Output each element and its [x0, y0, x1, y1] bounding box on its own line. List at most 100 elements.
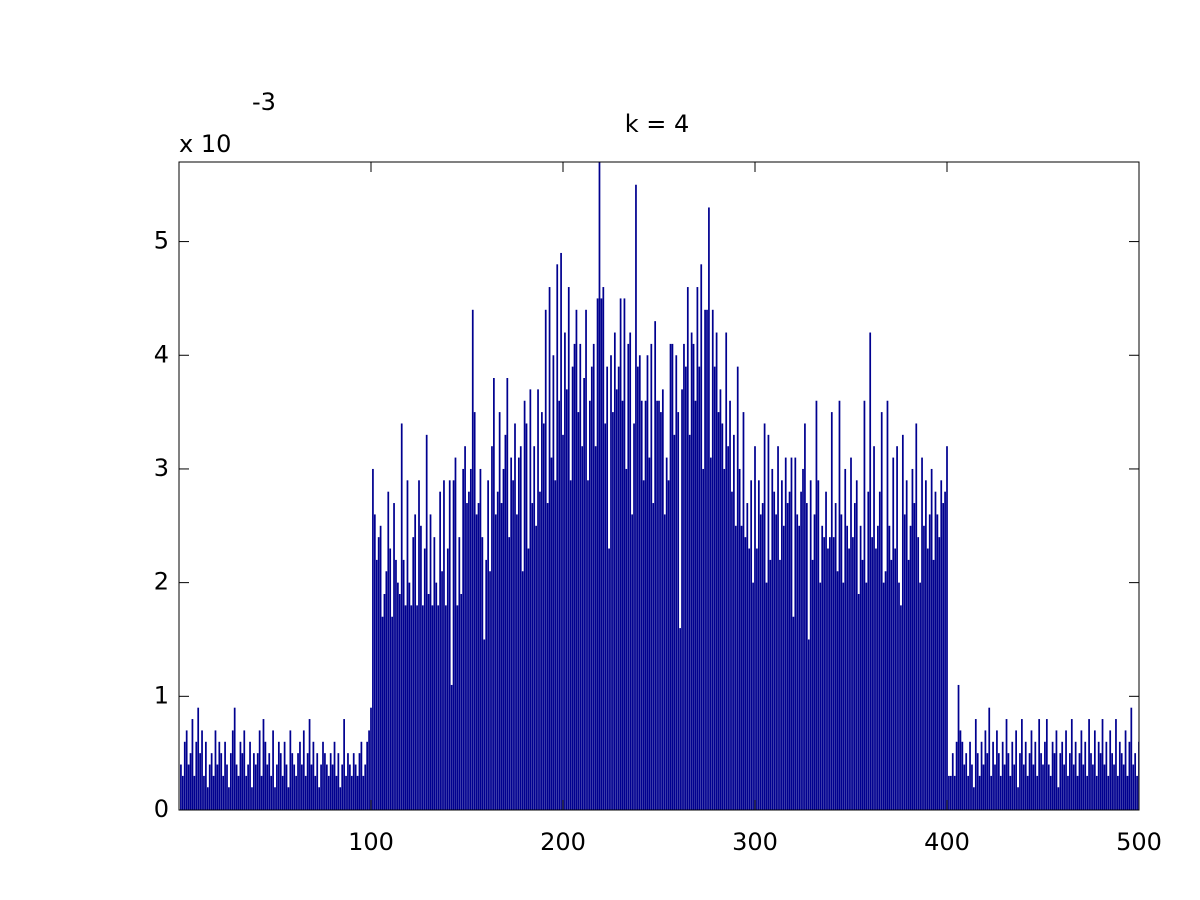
bar [594, 446, 597, 810]
bar [253, 753, 255, 810]
bar [350, 775, 353, 810]
bar [1011, 741, 1014, 810]
bar [1028, 753, 1031, 810]
bar [496, 491, 499, 810]
bar [723, 468, 726, 810]
bar [1030, 730, 1033, 810]
bar [1097, 741, 1100, 810]
bar [1040, 753, 1042, 810]
bar [894, 548, 897, 810]
bar [830, 412, 833, 810]
bar [777, 446, 779, 810]
bar [890, 559, 893, 810]
bar [706, 309, 708, 810]
bar [1105, 741, 1108, 810]
bar [700, 264, 703, 810]
bar [615, 389, 618, 810]
bar [575, 309, 578, 810]
bar [823, 537, 825, 810]
bar [842, 582, 845, 810]
bar [1044, 741, 1046, 810]
bar [717, 412, 720, 810]
bar [569, 480, 572, 810]
bar [429, 514, 432, 810]
bar [325, 764, 328, 810]
bar [988, 707, 991, 810]
bar [181, 775, 184, 810]
bar [709, 457, 712, 810]
bar [201, 730, 203, 810]
bar [531, 503, 534, 810]
x-tick-label: 300 [732, 828, 778, 856]
bar [1103, 764, 1106, 810]
bar [1069, 753, 1071, 810]
bar [984, 730, 987, 810]
bar [623, 298, 626, 810]
bar [997, 753, 1000, 810]
bar [840, 514, 843, 810]
bar [736, 366, 739, 810]
bar [377, 537, 380, 810]
bar [203, 775, 205, 810]
bar [375, 559, 378, 810]
bar [1099, 753, 1102, 810]
bar [1120, 753, 1123, 810]
bar [425, 434, 428, 810]
bar [727, 446, 729, 810]
bar [852, 537, 854, 810]
bar [577, 412, 580, 810]
bar [1034, 741, 1037, 810]
bar [274, 787, 276, 810]
bar [600, 298, 603, 810]
bar [1013, 764, 1016, 810]
bar [980, 741, 983, 810]
bar [283, 741, 286, 810]
bar [222, 775, 225, 810]
bar [372, 468, 374, 810]
bar [264, 741, 267, 810]
bar [715, 332, 718, 810]
bar [301, 764, 303, 810]
bar [571, 366, 574, 810]
bar [567, 287, 570, 810]
bar [965, 753, 968, 810]
bar [1109, 730, 1112, 810]
bar [343, 719, 345, 810]
bar [1074, 741, 1077, 810]
bar [767, 434, 770, 810]
bar [233, 707, 236, 810]
bar [1113, 764, 1115, 810]
bar [919, 582, 921, 810]
bar [1076, 775, 1079, 810]
bar [679, 628, 681, 810]
bar [212, 775, 215, 810]
bar [224, 741, 226, 810]
bar [871, 537, 873, 810]
bar [546, 503, 549, 810]
bar [863, 400, 866, 810]
bar [537, 389, 539, 810]
bar [448, 480, 451, 810]
bar [185, 730, 188, 810]
bar [1080, 730, 1083, 810]
bar [969, 741, 971, 810]
bar [552, 355, 555, 810]
bar [769, 559, 772, 810]
bar [270, 775, 273, 810]
bar [189, 753, 192, 810]
bar [289, 730, 292, 810]
bar [809, 480, 812, 810]
bar [660, 412, 662, 810]
bar [1078, 753, 1081, 810]
bar [731, 491, 733, 810]
bar [612, 412, 614, 810]
bar [708, 207, 710, 810]
bar [458, 537, 461, 810]
bar [725, 332, 728, 810]
bar [327, 775, 330, 810]
bar [677, 412, 680, 810]
bar [1101, 719, 1104, 810]
bar [314, 775, 317, 810]
bar [656, 400, 658, 810]
bar [994, 764, 996, 810]
